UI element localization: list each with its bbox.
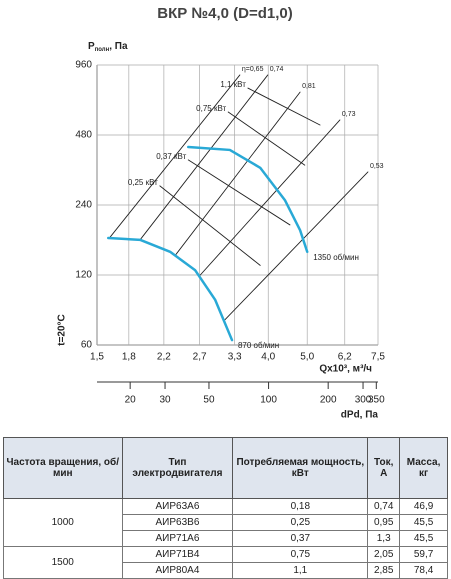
power-label: 1,1 кВт: [220, 80, 246, 89]
table-cell: 2,85: [367, 562, 401, 579]
y-axis-label: Pполн, Па: [88, 41, 128, 53]
table-cell: 0,37: [232, 530, 369, 547]
power-label: 0,75 кВт: [196, 104, 226, 113]
efficiency-line: [199, 119, 341, 276]
x2-tick-label: 200: [320, 395, 337, 406]
y-tick-label: 120: [75, 270, 92, 281]
power-label: 0,25 кВт: [128, 178, 158, 187]
table-cell: АИР80А4: [121, 562, 234, 579]
table-cell: 45,5: [399, 530, 448, 547]
x2-tick-label: 300: [355, 395, 372, 406]
x-tick-label: 5,0: [300, 352, 314, 363]
header-cell: Потребляемая мощность, кВт: [232, 437, 369, 499]
fan-curve: [187, 145, 309, 254]
curve-label: 870 об/мин: [238, 341, 279, 350]
table-cell: 59,7: [399, 546, 448, 563]
power-line: [227, 111, 306, 166]
efficiency-label: 0,81: [302, 83, 316, 90]
y-tick-label: 960: [75, 60, 92, 71]
x-tick-label: 2,7: [193, 352, 207, 363]
table-cell: АИР63В6: [121, 514, 234, 531]
power-line: [247, 87, 321, 126]
y-tick-label: 240: [75, 200, 92, 211]
efficiency-label: 0,73: [342, 111, 356, 118]
table-row: АИР71А6 0,37 1,3 45,5: [4, 530, 448, 547]
y-tick-label: 480: [75, 130, 92, 141]
x-tick-label: 1,5: [90, 352, 104, 363]
table-cell: 2,05: [367, 546, 401, 563]
x2-tick-label: 30: [159, 395, 171, 406]
y-tick-label: 60: [81, 340, 93, 351]
header-row: Частота вращения, об/мин Тип электродвига…: [3, 437, 448, 499]
efficiency-label: η=0,65: [242, 66, 264, 73]
x2-axis-label: dPd, Па: [341, 410, 379, 421]
table-cell: 1,3: [367, 530, 401, 547]
table-cell: АИР71В4: [121, 546, 234, 563]
table-cell: 45,5: [399, 514, 448, 531]
header-cell: Тип электродвигателя: [121, 437, 234, 499]
header-cell: Частота вращения, об/мин: [3, 437, 123, 499]
speed-cell: 1000: [3, 498, 123, 547]
efficiency-label: 0,53: [370, 163, 384, 170]
power-line: [159, 185, 261, 266]
table-cell: 78,4: [399, 562, 448, 579]
table-cell: 0,25: [232, 514, 369, 531]
spec-table: Частота вращения, об/мин Тип электродвига…: [3, 437, 448, 579]
efficiency-line: [224, 171, 369, 321]
y-label-main: P: [88, 41, 95, 52]
x2-tick-label: 350: [368, 395, 385, 406]
power-line: [187, 159, 291, 226]
chart-title: ВКР №4,0 (D=d1,0): [157, 5, 293, 22]
x-tick-label: 1,8: [122, 352, 136, 363]
x2-tick-label: 100: [260, 395, 277, 406]
side-label: t=20°C: [57, 314, 68, 346]
y-label-unit: , Па: [109, 41, 128, 52]
efficiency-line: [139, 74, 269, 241]
chart: ВКР №4,0 (D=d1,0) Pполн, Па t=20°C Qx10³…: [57, 5, 386, 421]
table-cell: 1,1: [232, 562, 369, 579]
header-cell: Масса, кг: [399, 437, 448, 499]
table-row: 1500 АИР71В4 0,75 2,05 59,7: [3, 546, 448, 579]
x2-tick-label: 50: [203, 395, 215, 406]
curve-label: 1350 об/мин: [313, 253, 359, 262]
table-row: АИР63В6 0,25 0,95 45,5: [4, 514, 448, 531]
x-tick-label: 6,2: [338, 352, 352, 363]
table-cell: АИР71А6: [121, 530, 234, 547]
efficiency-label: 0,74: [270, 66, 284, 73]
efficiency-line: [108, 74, 241, 239]
table-cell: АИР63А6: [121, 498, 234, 515]
table-row: 1000 АИР63А6 0,18 0,74 46,9: [3, 498, 448, 547]
table-row: АИР80А4 1,1 2,85 78,4: [4, 562, 448, 579]
table-cell: 0,18: [232, 498, 369, 515]
x-tick-label: 3,3: [228, 352, 242, 363]
fan-curve: [107, 236, 234, 342]
table-cell: 46,9: [399, 498, 448, 515]
table-cell: 0,75: [232, 546, 369, 563]
power-label: 0,37 кВт: [156, 152, 186, 161]
x2-tick-label: 20: [125, 395, 137, 406]
efficiency-line: [174, 91, 301, 256]
x-tick-label: 2,2: [157, 352, 171, 363]
speed-cell: 1500: [3, 546, 123, 579]
x-tick-label: 4,0: [261, 352, 275, 363]
y-label-sub: полн: [95, 47, 110, 53]
x-tick-label: 7,5: [371, 352, 385, 363]
x-axis-label: Qx10³, м³/ч: [319, 364, 372, 375]
table-cell: 0,95: [367, 514, 401, 531]
header-cell: Ток, А: [367, 437, 401, 499]
table-body: 1000 АИР63А6 0,18 0,74 46,9 АИР63В6 0,25 0,95 45…: [3, 498, 448, 579]
table-cell: 0,74: [367, 498, 401, 515]
